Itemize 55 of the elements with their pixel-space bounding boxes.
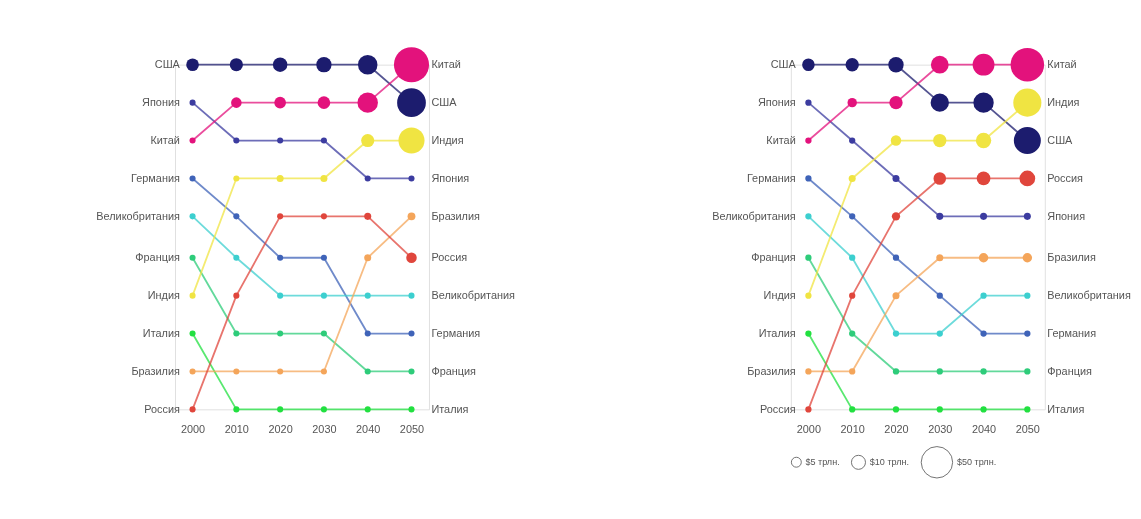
text: Индия (147, 289, 180, 302)
series-label: Китай (431, 58, 461, 71)
series-label: Франция (751, 251, 796, 264)
series-label: Индия (1047, 96, 1080, 109)
series-label: Великобритания (712, 209, 796, 222)
x-tick-label: 2020 (884, 422, 909, 435)
series-label: Бразилия (131, 365, 180, 378)
text: Франция (1047, 365, 1092, 378)
legend-label: $5 трлн. (805, 456, 840, 467)
text: Великобритания (1047, 289, 1131, 302)
text: Япония (431, 172, 470, 185)
x-tick-label: 2050 (1015, 422, 1040, 435)
x-tick-label: 2040 (356, 422, 381, 435)
legend-label: $10 трлн. (869, 457, 910, 468)
x-tick-label: 2040 (971, 422, 997, 435)
series-label: Франция (135, 251, 180, 264)
series-label: Китай (1047, 58, 1077, 71)
series-label: США (431, 96, 458, 109)
text: Россия (431, 251, 468, 264)
text: Индия (763, 289, 796, 302)
series-label: Италия (142, 327, 180, 340)
series-label: Япония (757, 96, 796, 109)
text: Бразилия (431, 209, 480, 222)
series-label: Россия (144, 403, 180, 415)
text: Великобритания (431, 289, 515, 302)
x-tick-label: 2000 (180, 422, 206, 435)
x-tick-label: 2020 (268, 422, 293, 435)
series-label: Италия (758, 327, 796, 340)
text: Бразилия (1047, 251, 1096, 264)
x-tick-label: 2010 (840, 422, 865, 435)
series-label: Россия (760, 403, 796, 415)
x-tick-label: 2050 (399, 422, 425, 435)
x-tick-label: 2010 (224, 422, 249, 435)
legend-label: $50 трлн. (956, 457, 997, 468)
text: Германия (1047, 327, 1097, 340)
x-tick-label: 2000 (796, 422, 821, 435)
text: Италия (431, 403, 469, 415)
series-label: Германия (746, 172, 796, 185)
text: США (154, 58, 180, 71)
text: США (1047, 134, 1073, 147)
series-label: Индия (431, 134, 464, 147)
text: Китай (150, 134, 180, 147)
series-label: Великобритания (96, 209, 180, 222)
x-tick-label: 2030 (312, 422, 337, 435)
series-label: Бразилия (747, 365, 796, 378)
text: Франция (431, 365, 477, 378)
text: Германия (431, 327, 481, 340)
series-label: Германия (131, 172, 180, 185)
series-label: Япония (142, 96, 180, 109)
series-label: США (770, 58, 797, 71)
text: Россия (1047, 172, 1083, 185)
text: Китай (766, 134, 796, 147)
text: Италия (1047, 403, 1085, 415)
text: Япония (1047, 209, 1086, 222)
x-tick-label: 2030 (928, 422, 953, 435)
